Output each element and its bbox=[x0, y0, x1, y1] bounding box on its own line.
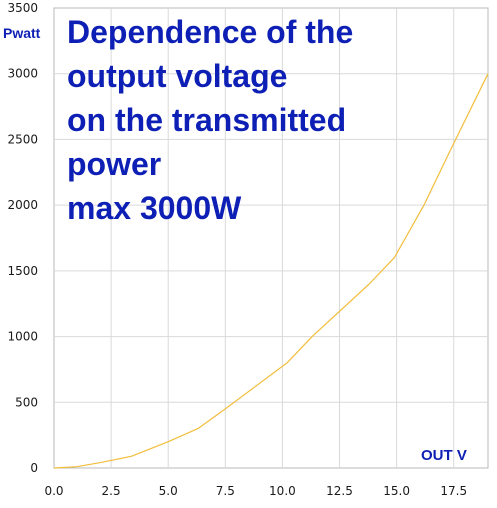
y-tick-label: 3500 bbox=[7, 1, 38, 15]
chart-title: Dependence of the output voltage on the … bbox=[67, 14, 353, 226]
chart-title-line-1: Dependence of the bbox=[67, 14, 353, 50]
x-axis-title: OUT V bbox=[421, 447, 467, 464]
grid-lines bbox=[54, 8, 488, 468]
y-tick-label: 500 bbox=[15, 395, 38, 409]
chart-title-line-3: on the transmitted bbox=[67, 102, 346, 138]
y-axis-title: Pwatt bbox=[3, 25, 41, 41]
y-tick-label: 3000 bbox=[7, 67, 38, 81]
x-tick-label: 17.5 bbox=[440, 484, 467, 498]
y-tick-label: 1500 bbox=[7, 264, 38, 278]
chart-title-line-4: power bbox=[67, 146, 161, 182]
y-tick-labels: 0 500 1000 1500 2000 2500 3000 3500 bbox=[7, 1, 38, 475]
plot-area bbox=[53, 7, 489, 469]
x-tick-label: 2.5 bbox=[102, 484, 121, 498]
series-line bbox=[53, 73, 489, 469]
x-tick-label: 7.5 bbox=[216, 484, 235, 498]
y-tick-label: 0 bbox=[30, 461, 38, 475]
x-tick-label: 10.0 bbox=[269, 484, 296, 498]
y-tick-label: 2500 bbox=[7, 132, 38, 146]
x-tick-label: 5.0 bbox=[159, 484, 178, 498]
y-tick-label: 1000 bbox=[7, 330, 38, 344]
x-tick-labels: 0.0 2.5 5.0 7.5 10.0 12.5 15.0 17.5 bbox=[44, 484, 467, 498]
chart-title-line-2: output voltage bbox=[67, 58, 287, 94]
x-tick-label: 15.0 bbox=[383, 484, 410, 498]
chart-title-line-5: max 3000W bbox=[67, 190, 242, 226]
x-tick-label: 12.5 bbox=[326, 484, 353, 498]
y-tick-label: 2000 bbox=[7, 198, 38, 212]
x-tick-label: 0.0 bbox=[44, 484, 63, 498]
series-layer bbox=[53, 73, 489, 469]
